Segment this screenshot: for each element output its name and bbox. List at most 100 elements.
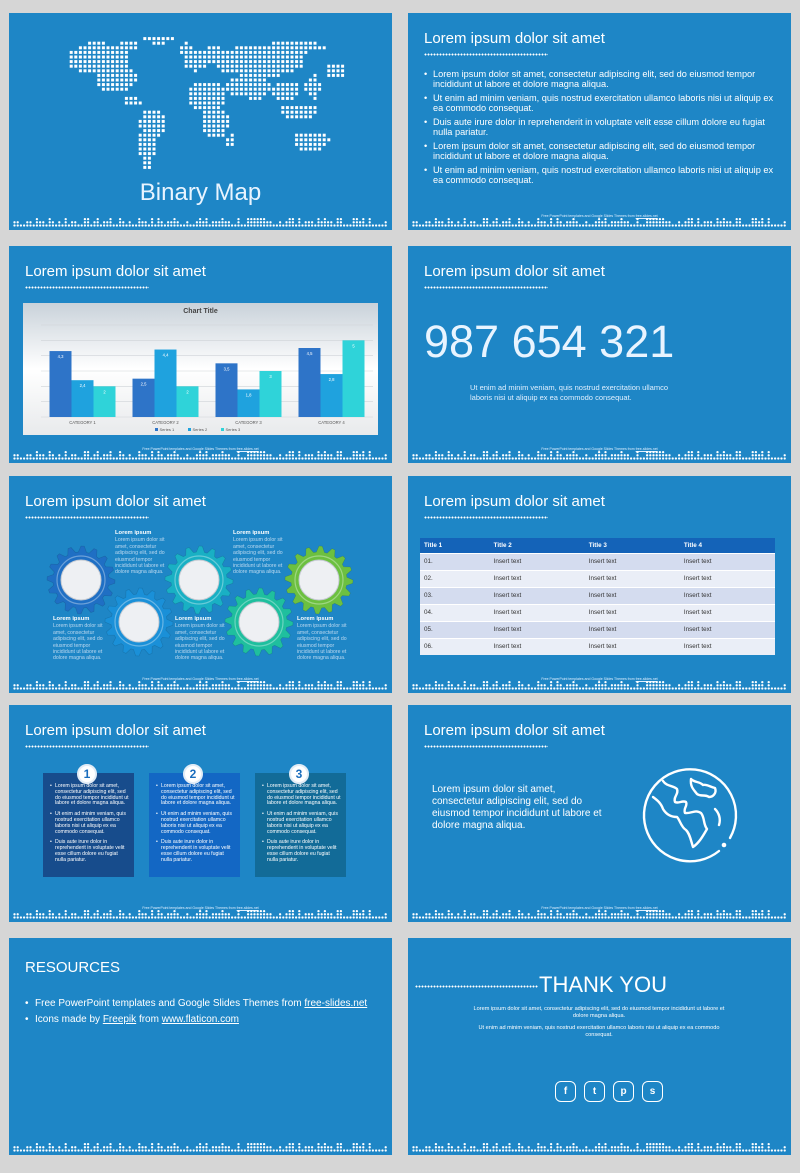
slide-5[interactable]: Lorem ipsum dolor sit amet Lorem ipsum Lo…	[9, 476, 392, 693]
footer-dot	[527, 221, 530, 224]
map-dot	[129, 73, 133, 77]
map-dot	[152, 115, 156, 119]
footer-link[interactable]: free-slides.net	[635, 677, 658, 681]
footer-dot	[205, 1149, 208, 1152]
map-dot	[152, 110, 156, 114]
footer-link[interactable]: free-slides.net	[236, 677, 259, 681]
slide-8[interactable]: Lorem ipsum dolor sit amet Lorem ipsum d…	[408, 705, 791, 922]
footer-dot	[19, 1149, 23, 1152]
footer-dot	[224, 687, 227, 690]
pinterest-icon[interactable]: p	[613, 1081, 634, 1102]
footer-dot	[298, 913, 301, 916]
footer-dot	[562, 457, 566, 460]
footer-dot	[533, 457, 537, 460]
slide-7[interactable]: Lorem ipsum dolor sit amet 1 Lorem ipsum…	[9, 705, 392, 922]
footer-dot	[157, 217, 160, 221]
slide-6[interactable]: Lorem ipsum dolor sit amet Title 1 Title…	[408, 476, 791, 693]
footer-note: Free PowerPoint templates and Google Sli…	[9, 447, 392, 451]
footer-dot	[761, 684, 764, 687]
footer-dot	[138, 454, 141, 457]
footer-dot	[636, 916, 639, 919]
footer-link[interactable]: free-slides.net	[635, 214, 658, 218]
map-dot	[203, 55, 207, 59]
footer-link[interactable]: free-slides.net	[635, 447, 658, 451]
footer-dot	[565, 1149, 569, 1152]
footer-dot	[537, 457, 540, 460]
footer-dot	[125, 687, 128, 690]
footer-dot	[469, 1149, 473, 1152]
map-dot	[299, 147, 303, 151]
slide-10[interactable]: THANK YOU Lorem ipsum dolor sit amet, co…	[408, 938, 791, 1155]
map-dot	[212, 92, 216, 96]
footer-dot	[626, 684, 630, 687]
footer-dot	[58, 1149, 61, 1152]
map-dot	[115, 64, 119, 68]
map-dot	[74, 64, 78, 68]
footer-dot	[96, 454, 99, 457]
map-dot	[78, 60, 82, 64]
footer-dot	[259, 916, 263, 919]
footer-dot	[13, 457, 16, 460]
map-dot	[230, 92, 234, 96]
skype-icon[interactable]: s	[642, 1081, 663, 1102]
map-dot	[313, 83, 317, 87]
facebook-icon[interactable]: f	[555, 1081, 576, 1102]
footer-dot	[652, 913, 655, 916]
table-cell: Insert text	[679, 552, 775, 570]
map-dot	[161, 41, 165, 45]
footer-dot	[16, 1146, 19, 1149]
map-dot	[226, 64, 230, 68]
map-dot	[74, 60, 78, 64]
map-dot	[92, 69, 96, 73]
slide-1[interactable]: Binary Map	[9, 13, 392, 230]
footer-dot	[636, 450, 639, 454]
slide-9[interactable]: RESOURCES Free PowerPoint templates and …	[9, 938, 392, 1155]
footer-dot	[166, 1146, 170, 1149]
footer-dot	[64, 687, 67, 690]
footer-dot	[620, 916, 623, 919]
table-cell: Insert text	[679, 603, 775, 621]
resource-link[interactable]: free-slides.net	[304, 998, 368, 1009]
bar	[320, 374, 343, 417]
resource-link[interactable]: Freepik	[102, 1014, 137, 1025]
footer-link[interactable]: free-slides.net	[236, 906, 259, 910]
footer-dot	[211, 916, 215, 919]
footer-dot	[349, 916, 352, 919]
footer-dot	[64, 1149, 67, 1152]
footer-dot	[256, 913, 259, 916]
map-dot	[180, 50, 184, 54]
footer-dot	[649, 1142, 652, 1146]
footer-dot	[198, 909, 202, 913]
footer-dot	[677, 687, 681, 690]
footer-dot	[597, 450, 601, 454]
footer-link[interactable]: free-slides.net	[635, 906, 658, 910]
footer-dot	[703, 1146, 706, 1149]
footer-dot	[655, 221, 658, 224]
twitter-icon[interactable]: t	[584, 1081, 605, 1102]
footer-dot	[450, 224, 454, 227]
slide-3[interactable]: Lorem ipsum dolor sit amet Chart Title 4…	[9, 246, 392, 463]
footer-dot	[42, 916, 45, 919]
footer-dot	[735, 457, 738, 460]
footer-dot	[374, 224, 378, 227]
footer-dot	[658, 450, 662, 454]
map-dot	[308, 87, 312, 91]
slide-4[interactable]: Lorem ipsum dolor sit amet 987 654 321 U…	[408, 246, 791, 463]
slide-2[interactable]: Lorem ipsum dolor sit amet Lorem ipsum d…	[408, 13, 791, 230]
map-dot	[157, 110, 161, 114]
map-dot	[221, 87, 225, 91]
footer-dot	[304, 1149, 307, 1152]
footer-link[interactable]: free-slides.net	[236, 447, 259, 451]
footer-dot	[687, 913, 690, 916]
footer-dot	[138, 217, 141, 221]
footer-dot	[86, 909, 90, 913]
footer-dot	[125, 1149, 128, 1152]
footer-dot	[754, 221, 758, 224]
bar-value-label: 2,4	[80, 383, 86, 388]
footer-dot	[434, 450, 438, 454]
footer-dot	[425, 224, 428, 227]
footer-dot	[131, 457, 135, 460]
resource-link[interactable]: www.flaticon.com	[161, 1014, 239, 1025]
footer-dot	[604, 916, 607, 919]
footer-dot	[575, 913, 578, 916]
